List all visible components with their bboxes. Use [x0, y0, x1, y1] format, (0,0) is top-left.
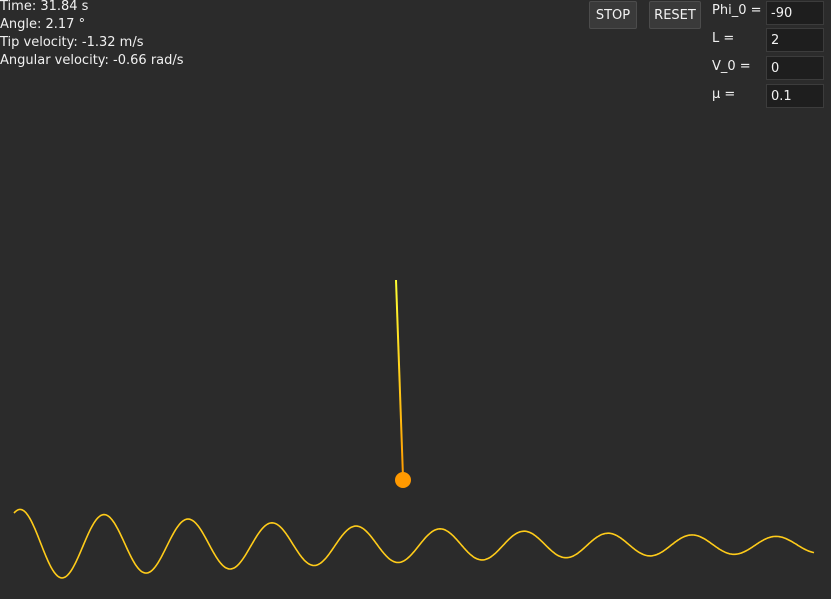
time-readout: Time: 31.84 s — [0, 0, 89, 14]
stop-button[interactable]: STOP — [589, 1, 637, 29]
tip-velocity-readout: Tip velocity: -1.32 m/s — [0, 35, 144, 50]
mu-label: μ = — [712, 87, 736, 102]
mu-input[interactable] — [766, 84, 824, 108]
angle-trace — [13, 508, 815, 579]
pendulum-rod — [395, 279, 404, 478]
phi0-input[interactable] — [766, 1, 824, 25]
v0-input[interactable] — [766, 56, 824, 80]
angle-readout: Angle: 2.17 ° — [0, 17, 86, 32]
pendulum-bob[interactable] — [395, 472, 411, 488]
reset-button[interactable]: RESET — [649, 1, 701, 29]
phi0-label: Phi_0 = — [712, 3, 762, 18]
stats-panel: Time: 31.84 s Angle: 2.17 ° Tip velocity… — [0, 0, 184, 70]
length-input[interactable] — [766, 28, 824, 52]
v0-label: V_0 = — [712, 59, 751, 74]
angular-velocity-readout: Angular velocity: -0.66 rad/s — [0, 53, 184, 68]
length-label: L = — [712, 31, 735, 46]
